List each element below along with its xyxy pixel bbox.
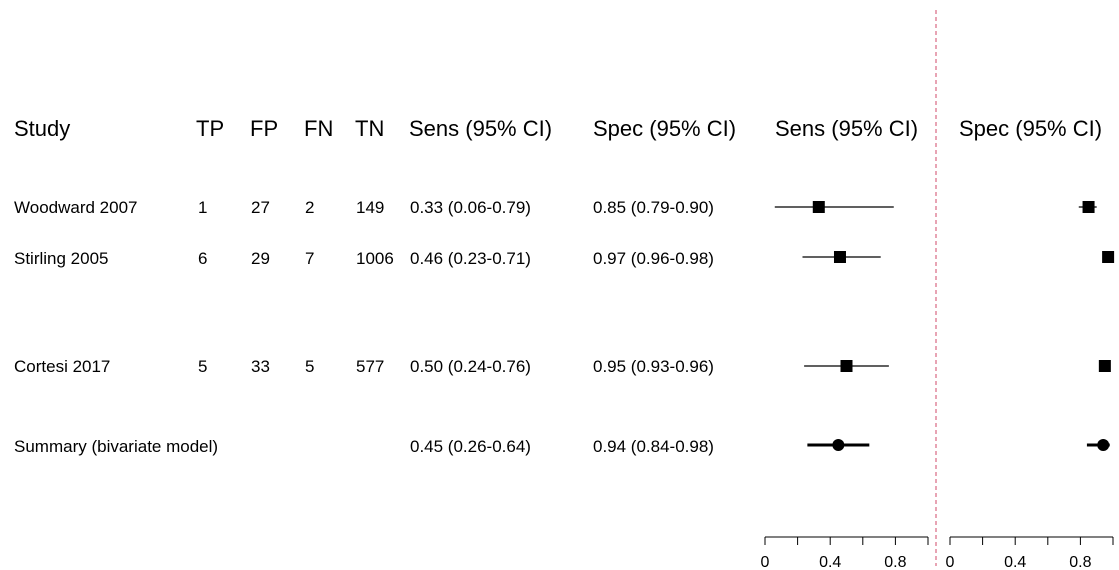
study-name: Cortesi 2017 xyxy=(14,357,110,376)
spec-forest-panel: 0 0.4 0.8 xyxy=(946,201,1115,570)
tn-value: 1006 xyxy=(356,249,394,268)
sens-forest-panel: 0 0.4 0.8 xyxy=(761,201,929,570)
summary-spec-ci-text: 0.94 (0.84-0.98) xyxy=(593,437,714,456)
tp-value: 6 xyxy=(198,249,207,268)
spec-tick-label: 0.8 xyxy=(1069,554,1091,570)
spec-point-estimate xyxy=(1098,360,1111,372)
sens-point-estimate xyxy=(812,201,825,213)
spec-panel-title: Spec (95% CI) xyxy=(959,116,1102,141)
table-row: Stirling 2005 6 29 7 1006 0.46 (0.23-0.7… xyxy=(14,249,714,268)
study-name: Stirling 2005 xyxy=(14,249,109,268)
table-row: Woodward 2007 1 27 2 149 0.33 (0.06-0.79… xyxy=(14,198,714,217)
header-study: Study xyxy=(14,116,70,141)
table-header: Study TP FP FN TN Sens (95% CI) Spec (95… xyxy=(14,116,1102,141)
tn-value: 577 xyxy=(356,357,384,376)
spec-ci-text: 0.95 (0.93-0.96) xyxy=(593,357,714,376)
sens-point-estimate xyxy=(833,251,846,263)
fn-value: 2 xyxy=(305,198,314,217)
spec-point-estimate xyxy=(1082,201,1095,213)
sens-tick-label: 0.4 xyxy=(819,554,841,570)
spec-summary-estimate xyxy=(1097,439,1110,451)
fp-value: 33 xyxy=(251,357,270,376)
spec-tick-label: 0 xyxy=(946,554,955,570)
spec-ci-text: 0.97 (0.96-0.98) xyxy=(593,249,714,268)
fp-value: 27 xyxy=(251,198,270,217)
sens-ci-text: 0.50 (0.24-0.76) xyxy=(410,357,531,376)
sens-summary-estimate xyxy=(832,439,845,451)
tn-value: 149 xyxy=(356,198,384,217)
study-name: Woodward 2007 xyxy=(14,198,138,217)
summary-sens-ci-text: 0.45 (0.26-0.64) xyxy=(410,437,531,456)
spec-tick-label: 0.4 xyxy=(1004,554,1026,570)
sens-point-estimate xyxy=(840,360,853,372)
fn-value: 7 xyxy=(305,249,314,268)
sens-tick-label: 0 xyxy=(761,554,770,570)
summary-label: Summary (bivariate model) xyxy=(14,437,218,456)
table-row: Cortesi 2017 5 33 5 577 0.50 (0.24-0.76)… xyxy=(14,357,714,376)
spec-point-estimate xyxy=(1102,251,1115,263)
tp-value: 5 xyxy=(198,357,207,376)
sens-panel-title: Sens (95% CI) xyxy=(775,116,918,141)
header-fn: FN xyxy=(304,116,333,141)
header-spec: Spec (95% CI) xyxy=(593,116,736,141)
spec-ci-text: 0.85 (0.79-0.90) xyxy=(593,198,714,217)
sens-ci-text: 0.46 (0.23-0.71) xyxy=(410,249,531,268)
header-tn: TN xyxy=(355,116,384,141)
header-tp: TP xyxy=(196,116,224,141)
sens-tick-label: 0.8 xyxy=(884,554,906,570)
fp-value: 29 xyxy=(251,249,270,268)
header-sens: Sens (95% CI) xyxy=(409,116,552,141)
tp-value: 1 xyxy=(198,198,207,217)
sens-ci-text: 0.33 (0.06-0.79) xyxy=(410,198,531,217)
summary-row: Summary (bivariate model) 0.45 (0.26-0.6… xyxy=(14,437,714,456)
header-fp: FP xyxy=(250,116,278,141)
fn-value: 5 xyxy=(305,357,314,376)
